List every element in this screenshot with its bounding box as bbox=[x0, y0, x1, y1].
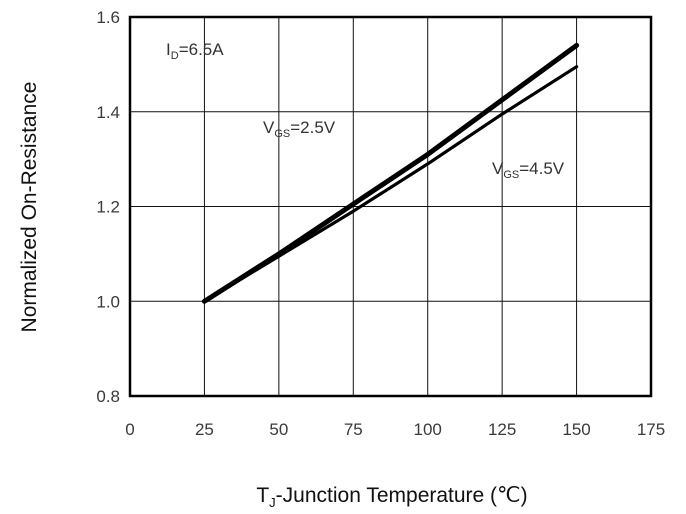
x-axis-label: TJ-Junction Temperature (℃) bbox=[256, 484, 527, 510]
annotation-vgs-2-5v: VGS=2.5V bbox=[263, 118, 336, 140]
x-tick-label: 50 bbox=[269, 420, 288, 439]
annotation-vgs-4-5v: VGS=4.5V bbox=[492, 159, 565, 181]
y-tick-label: 1.0 bbox=[96, 292, 120, 311]
x-tick-label: 125 bbox=[488, 420, 516, 439]
x-tick-label: 75 bbox=[344, 420, 363, 439]
y-axis-label: Normalized On-Resistance bbox=[18, 82, 41, 333]
series-line-vgs-2-5v bbox=[201, 42, 580, 304]
y-tick-label: 1.4 bbox=[96, 103, 120, 122]
x-tick-label: 100 bbox=[414, 420, 442, 439]
x-tick-label: 25 bbox=[195, 420, 214, 439]
grid bbox=[130, 17, 651, 396]
x-tick-label: 0 bbox=[125, 420, 134, 439]
plot-frame bbox=[128, 15, 653, 398]
y-tick-label: 1.2 bbox=[96, 198, 120, 217]
annotation-id: ID=6.5A bbox=[166, 40, 224, 62]
y-tick-label: 0.8 bbox=[96, 387, 120, 406]
x-tick-label: 150 bbox=[562, 420, 590, 439]
x-tick-label: 175 bbox=[637, 420, 665, 439]
y-axis-ticks: 0.8 1.0 1.2 1.4 1.6 bbox=[96, 8, 120, 406]
y-tick-label: 1.6 bbox=[96, 8, 120, 27]
series-line-vgs-4-5v bbox=[202, 65, 579, 303]
series-layer bbox=[201, 42, 580, 304]
x-axis-ticks: 0 25 50 75 100 125 150 175 bbox=[125, 420, 665, 439]
